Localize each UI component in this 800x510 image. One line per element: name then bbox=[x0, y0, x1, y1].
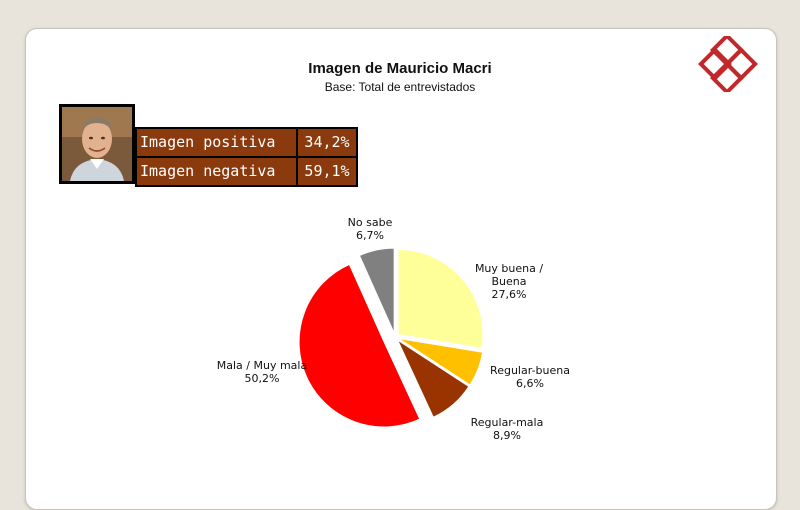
pie-slice-mala-muy-mala bbox=[298, 263, 421, 428]
summary-value: 59,1% bbox=[304, 162, 350, 180]
pie-data-label: Regular-mala 8,9% bbox=[471, 416, 544, 442]
pie-data-label: No sabe 6,7% bbox=[348, 216, 393, 242]
company-logo-icon bbox=[698, 36, 758, 92]
pie-data-label: Mala / Muy mala 50,2% bbox=[217, 359, 307, 385]
pie-chart: Muy buena / Buena 27,6% Regular-buena 6,6% Re… bbox=[217, 216, 570, 442]
summary-label: Imagen negativa bbox=[137, 158, 298, 185]
pie-slice-muy-buena-buena bbox=[397, 248, 484, 349]
chart-title: Imagen de Mauricio Macri bbox=[308, 60, 492, 77]
image-summary-table: Imagen positiva 34,2% Imagen negativa 59… bbox=[135, 127, 358, 187]
pie-slice-no-sabe bbox=[358, 247, 395, 334]
summary-row-negative: Imagen negativa 59,1% bbox=[137, 156, 356, 185]
summary-label: Imagen positiva bbox=[137, 129, 298, 156]
portrait-photo bbox=[59, 104, 135, 184]
pie-data-label: Regular-buena 6,6% bbox=[490, 364, 570, 390]
summary-value: 34,2% bbox=[304, 133, 350, 151]
pie-slice-regular-mala bbox=[396, 338, 470, 418]
chart-subtitle: Base: Total de entrevistados bbox=[324, 80, 476, 94]
pie-data-label: Muy buena / Buena 27,6% bbox=[475, 262, 543, 301]
pie-slice-regular-buena bbox=[398, 337, 484, 386]
summary-row-positive: Imagen positiva 34,2% bbox=[137, 129, 356, 156]
